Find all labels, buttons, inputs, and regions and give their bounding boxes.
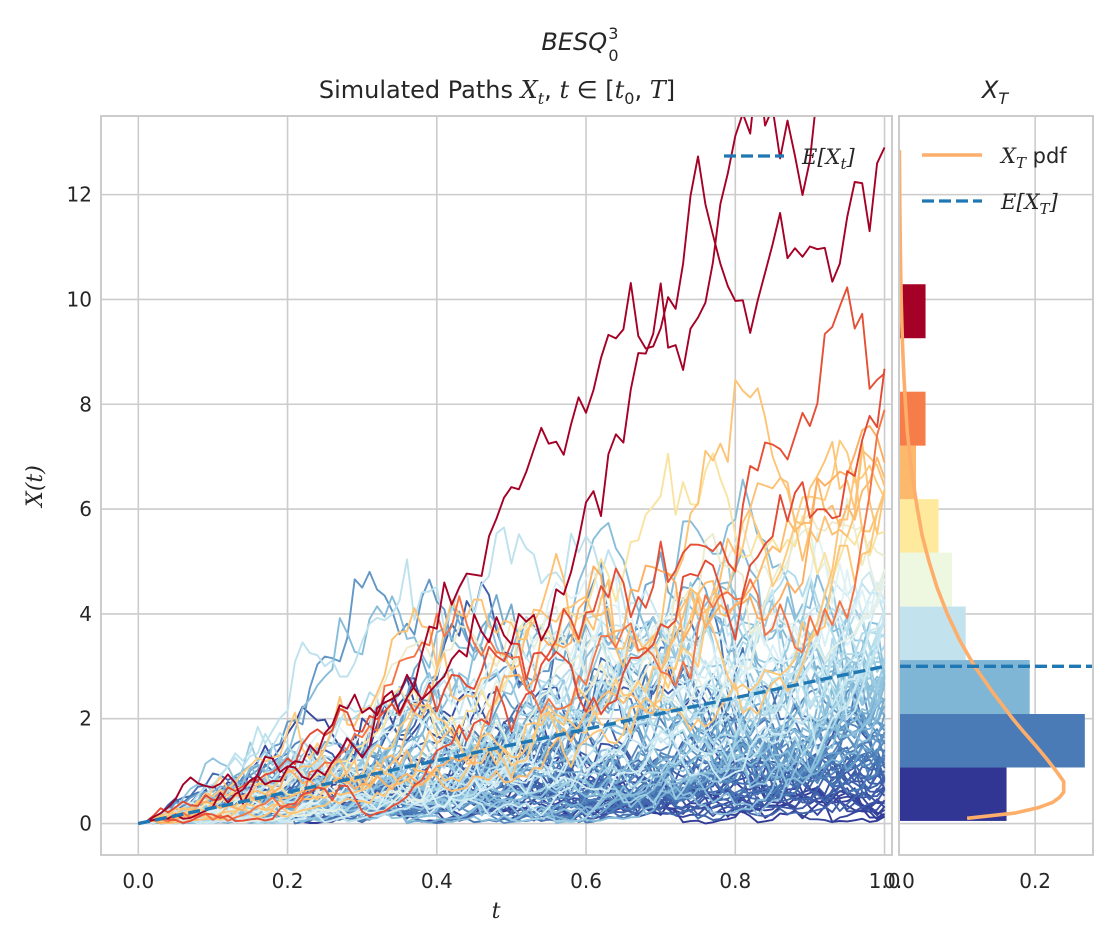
main-x-tick-label: 1.0 <box>869 869 901 893</box>
title-sep: , <box>634 76 649 104</box>
mean-line-group <box>137 664 885 826</box>
main-x-tick-labels: 0.0 0.2 0.4 0.6 0.8 1.0 <box>122 869 900 893</box>
side-legend-pdf-label: XT pdf <box>999 144 1067 172</box>
side-axes-frame <box>898 115 1094 856</box>
title-sub-t: t <box>538 89 545 108</box>
simulated-path <box>138 470 886 825</box>
side-chart-title: XT <box>980 76 1009 108</box>
main-x-tick-label: 0.8 <box>719 869 751 893</box>
title-T: T <box>650 76 668 104</box>
main-axes-frame <box>100 115 893 856</box>
simulated-path <box>138 286 886 825</box>
simulated-path <box>138 526 886 825</box>
main-legend-mean-main: E[X <box>801 145 842 169</box>
suptitle-sub: 0 <box>608 46 618 65</box>
main-grid <box>101 116 892 855</box>
side-title-X: X <box>980 76 999 104</box>
main-y-tick-labels: 0 2 4 6 8 10 12 <box>67 183 92 836</box>
side-x-tick-label: 0.2 <box>1019 869 1051 893</box>
main-x-tick-label: 0.2 <box>272 869 304 893</box>
histogram-bar <box>899 660 1030 715</box>
histogram-bars <box>899 284 1085 821</box>
main-chart-title: Simulated Paths Xt, t ∈ [t0, T] <box>319 76 675 108</box>
simulated-path <box>138 551 886 825</box>
figure-suptitle: BESQ3 0 <box>541 24 618 65</box>
main-legend: E[Xt] <box>724 145 856 173</box>
suptitle-sup: 3 <box>608 24 618 43</box>
mean-line <box>137 664 885 826</box>
main-y-tick-label: 0 <box>79 812 92 836</box>
side-legend-pdf-sub: T <box>1016 154 1027 172</box>
simulated-path <box>138 449 886 825</box>
title-t0: t <box>615 76 625 104</box>
main-x-axis-label: t <box>492 899 501 924</box>
main-y-axis-label: X(t) <box>23 465 48 509</box>
side-legend-pdf-end: pdf <box>1026 144 1067 168</box>
simulated-paths <box>138 116 886 825</box>
main-y-tick-label: 6 <box>79 497 92 521</box>
main-y-tick-label: 10 <box>67 287 92 311</box>
side-legend-mean-end: ] <box>1049 190 1059 214</box>
title-in: ∈ [ <box>569 76 615 104</box>
main-y-tick-label: 8 <box>79 392 92 416</box>
histogram-bar <box>899 714 1085 768</box>
pdf-curve-group <box>899 150 1066 821</box>
simulated-path <box>138 116 816 825</box>
title-X: X <box>519 76 539 104</box>
main-legend-mean-end: ] <box>846 145 856 169</box>
title-comma: , <box>544 76 559 104</box>
main-y-tick-label: 12 <box>67 183 92 207</box>
title-close: ] <box>666 76 675 104</box>
simulated-path <box>138 378 886 825</box>
histogram-bar <box>899 391 926 446</box>
side-legend: XT pdf E[XT] <box>922 144 1067 218</box>
histogram-bar <box>899 767 1007 821</box>
title-t: t <box>559 76 569 104</box>
side-legend-mean-sub: T <box>1039 200 1050 218</box>
side-x-tick-labels: 0.0 0.2 <box>883 869 1051 893</box>
side-plot-area: 0.0 0.2 XT pdf E[XT] <box>883 115 1094 893</box>
main-legend-mean-label: E[Xt] <box>801 145 856 173</box>
suptitle-main: BESQ <box>541 28 607 56</box>
simulated-path <box>138 409 886 825</box>
simulated-path <box>138 147 886 825</box>
main-y-tick-label: 4 <box>79 602 92 626</box>
main-x-tick-label: 0.6 <box>570 869 602 893</box>
side-title-sub: T <box>998 89 1009 108</box>
simulated-path <box>138 558 886 825</box>
histogram-bar <box>899 552 953 607</box>
main-legend-mean-sub: t <box>840 155 847 173</box>
simulated-path <box>138 456 886 825</box>
title-sub-0: 0 <box>624 89 634 108</box>
pdf-curve <box>899 150 1066 821</box>
main-x-tick-label: 0.0 <box>122 869 154 893</box>
main-x-tick-label: 0.4 <box>421 869 453 893</box>
side-legend-mean-main: E[X <box>1000 190 1041 214</box>
main-y-tick-label: 2 <box>79 707 92 731</box>
side-legend-mean-label: E[XT] <box>1000 190 1059 218</box>
simulated-path <box>138 492 886 825</box>
side-legend-pdf-main: X <box>999 144 1017 168</box>
title-prefix: Simulated Paths <box>319 76 521 104</box>
side-x-tick-label: 0.0 <box>883 869 915 893</box>
